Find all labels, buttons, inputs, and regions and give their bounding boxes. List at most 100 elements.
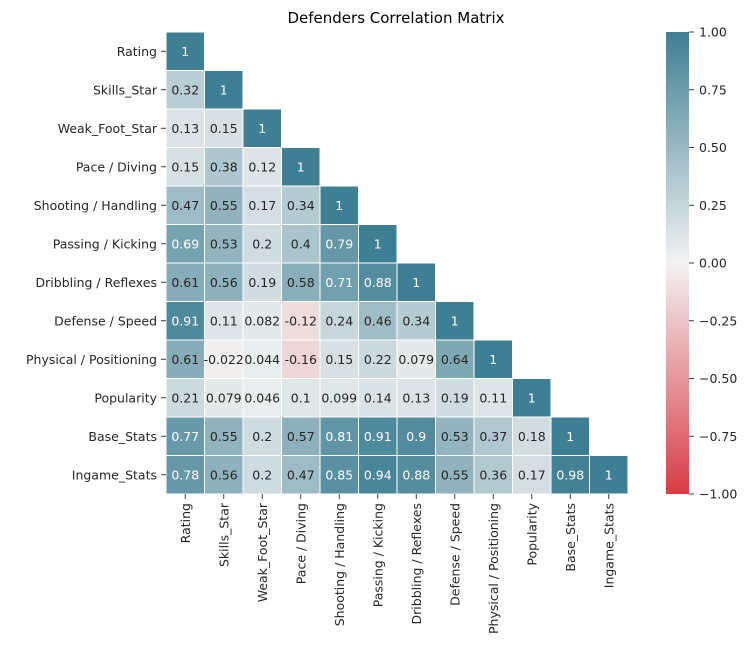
heatmap-cell xyxy=(550,416,590,456)
cell-value-label: 0.32 xyxy=(171,82,199,97)
heatmap-cell xyxy=(242,108,282,148)
heatmap-cell xyxy=(435,301,475,341)
chart-title: Defenders Correlation Matrix xyxy=(287,9,504,27)
cell-value-label: 0.85 xyxy=(325,467,353,482)
x-tick-label: Defense / Speed xyxy=(447,503,462,606)
heatmap-cell xyxy=(512,455,552,495)
cell-value-label: 0.046 xyxy=(244,390,280,405)
cell-value-label: 0.1 xyxy=(291,390,311,405)
heatmap-cell xyxy=(281,455,321,495)
cell-value-label: 0.77 xyxy=(171,429,199,444)
x-axis-tick-labels: Rating Skills_Star Weak_Foot_Star Pace / Di… xyxy=(178,494,616,634)
heatmap-cell xyxy=(204,224,244,264)
y-tick-label: Popularity xyxy=(94,390,157,405)
cell-value-label: 1 xyxy=(220,82,228,97)
cell-value-label: 0.78 xyxy=(171,467,199,482)
cell-value-label: 0.21 xyxy=(171,390,199,405)
heatmap-cell xyxy=(319,378,359,418)
cell-value-label: 1 xyxy=(489,352,497,367)
cell-value-label: 0.53 xyxy=(210,236,238,251)
cell-value-label: 0.15 xyxy=(171,159,199,174)
cell-value-label: 0.58 xyxy=(287,275,315,290)
cell-value-label: 1 xyxy=(528,390,536,405)
x-tick-label: Rating xyxy=(178,503,193,543)
colorbar-tick-label: 0.25 xyxy=(699,198,727,213)
heatmap-cell xyxy=(473,455,513,495)
cell-value-label: 1 xyxy=(335,198,343,213)
cell-value-label: 1 xyxy=(258,121,266,136)
y-axis-tick-labels: Rating Skills_Star Weak_Foot_Star Pace / Di… xyxy=(26,44,166,482)
colorbar-tick-label: −0.50 xyxy=(699,371,737,386)
cell-value-label: 1 xyxy=(605,467,613,482)
cell-value-label: 0.55 xyxy=(441,467,469,482)
cell-value-label: 0.19 xyxy=(248,275,276,290)
y-tick-label: Ingame_Stats xyxy=(72,467,157,482)
heatmap-cell xyxy=(242,224,282,264)
x-tick-label: Passing / Kicking xyxy=(370,503,385,607)
cell-value-label: 0.34 xyxy=(287,198,315,213)
cell-value-label: 0.91 xyxy=(171,313,199,328)
heatmap-cell xyxy=(589,455,629,495)
colorbar-gradient xyxy=(666,32,689,494)
cell-value-label: 0.79 xyxy=(325,236,353,251)
cell-value-label: 0.98 xyxy=(556,467,584,482)
colorbar: 1.00 0.75 0.50 0.25 0.00 −0.25 −0.50 −0.75 −1.00 xyxy=(666,25,737,502)
heatmap-cell xyxy=(358,262,398,302)
heatmap-cell xyxy=(165,339,205,379)
heatmap-cell xyxy=(242,378,282,418)
cell-value-label: 0.34 xyxy=(402,313,430,328)
cell-value-label: 0.11 xyxy=(210,313,238,328)
cell-value-label: 0.55 xyxy=(210,429,238,444)
cell-value-label: 0.044 xyxy=(244,352,280,367)
cell-value-label: 0.18 xyxy=(518,429,546,444)
cell-value-label: 1 xyxy=(374,236,382,251)
y-tick-label: Passing / Kicking xyxy=(53,236,157,251)
x-tick-label: Physical / Positioning xyxy=(486,503,501,634)
heatmap-cell xyxy=(165,455,205,495)
y-tick-label: Physical / Positioning xyxy=(26,352,157,367)
colorbar-tick-label: −0.25 xyxy=(699,313,737,328)
heatmap-cell xyxy=(242,455,282,495)
cell-value-label: 0.079 xyxy=(398,352,434,367)
colorbar-tick-label: −1.00 xyxy=(699,487,737,502)
heatmap-cell xyxy=(281,416,321,456)
cell-value-label: 0.36 xyxy=(479,467,507,482)
heatmap-cell xyxy=(281,147,321,187)
cell-value-label: 0.9 xyxy=(406,429,426,444)
cell-value-label: -0.022 xyxy=(204,352,244,367)
y-tick-label: Rating xyxy=(117,44,157,59)
heatmap-cell xyxy=(165,70,205,110)
x-tick-label: Pace / Diving xyxy=(293,503,308,584)
x-tick-label: Weak_Foot_Star xyxy=(255,502,270,602)
heatmap-cell xyxy=(165,378,205,418)
colorbar-tick-label: 0.75 xyxy=(699,82,727,97)
y-tick-label: Defense / Speed xyxy=(54,313,157,328)
x-tick-label: Ingame_Stats xyxy=(601,503,616,588)
y-tick-label: Dribbling / Reflexes xyxy=(36,275,157,290)
cell-value-label: 0.94 xyxy=(364,467,392,482)
cell-value-label: 0.61 xyxy=(171,352,199,367)
cell-value-label: 0.17 xyxy=(518,467,546,482)
cell-value-label: 0.53 xyxy=(441,429,469,444)
cell-value-label: 0.13 xyxy=(402,390,430,405)
cell-value-label: 0.47 xyxy=(171,198,199,213)
cell-value-label: 0.55 xyxy=(210,198,238,213)
cell-value-label: 0.082 xyxy=(244,313,280,328)
cell-value-label: -0.16 xyxy=(285,352,317,367)
heatmap-cell xyxy=(550,455,590,495)
colorbar-ticks: 1.00 0.75 0.50 0.25 0.00 −0.25 −0.50 −0.75 −1.00 xyxy=(689,25,737,502)
heatmap-cell xyxy=(473,378,513,418)
cell-value-label: 0.56 xyxy=(210,275,238,290)
y-tick-label: Weak_Foot_Star xyxy=(58,121,158,136)
colorbar-tick-label: 1.00 xyxy=(699,25,727,40)
heatmap-cell xyxy=(281,224,321,264)
y-tick-label: Base_Stats xyxy=(88,429,157,444)
heatmap-cell xyxy=(281,185,321,225)
cell-value-label: 0.37 xyxy=(479,429,507,444)
cell-value-label: 0.64 xyxy=(441,352,469,367)
heatmap-cell xyxy=(512,378,552,418)
cell-value-label: 0.2 xyxy=(252,236,272,251)
x-tick-label: Dribbling / Reflexes xyxy=(409,503,424,624)
cell-value-label: 0.56 xyxy=(210,467,238,482)
heatmap-cell xyxy=(204,378,244,418)
